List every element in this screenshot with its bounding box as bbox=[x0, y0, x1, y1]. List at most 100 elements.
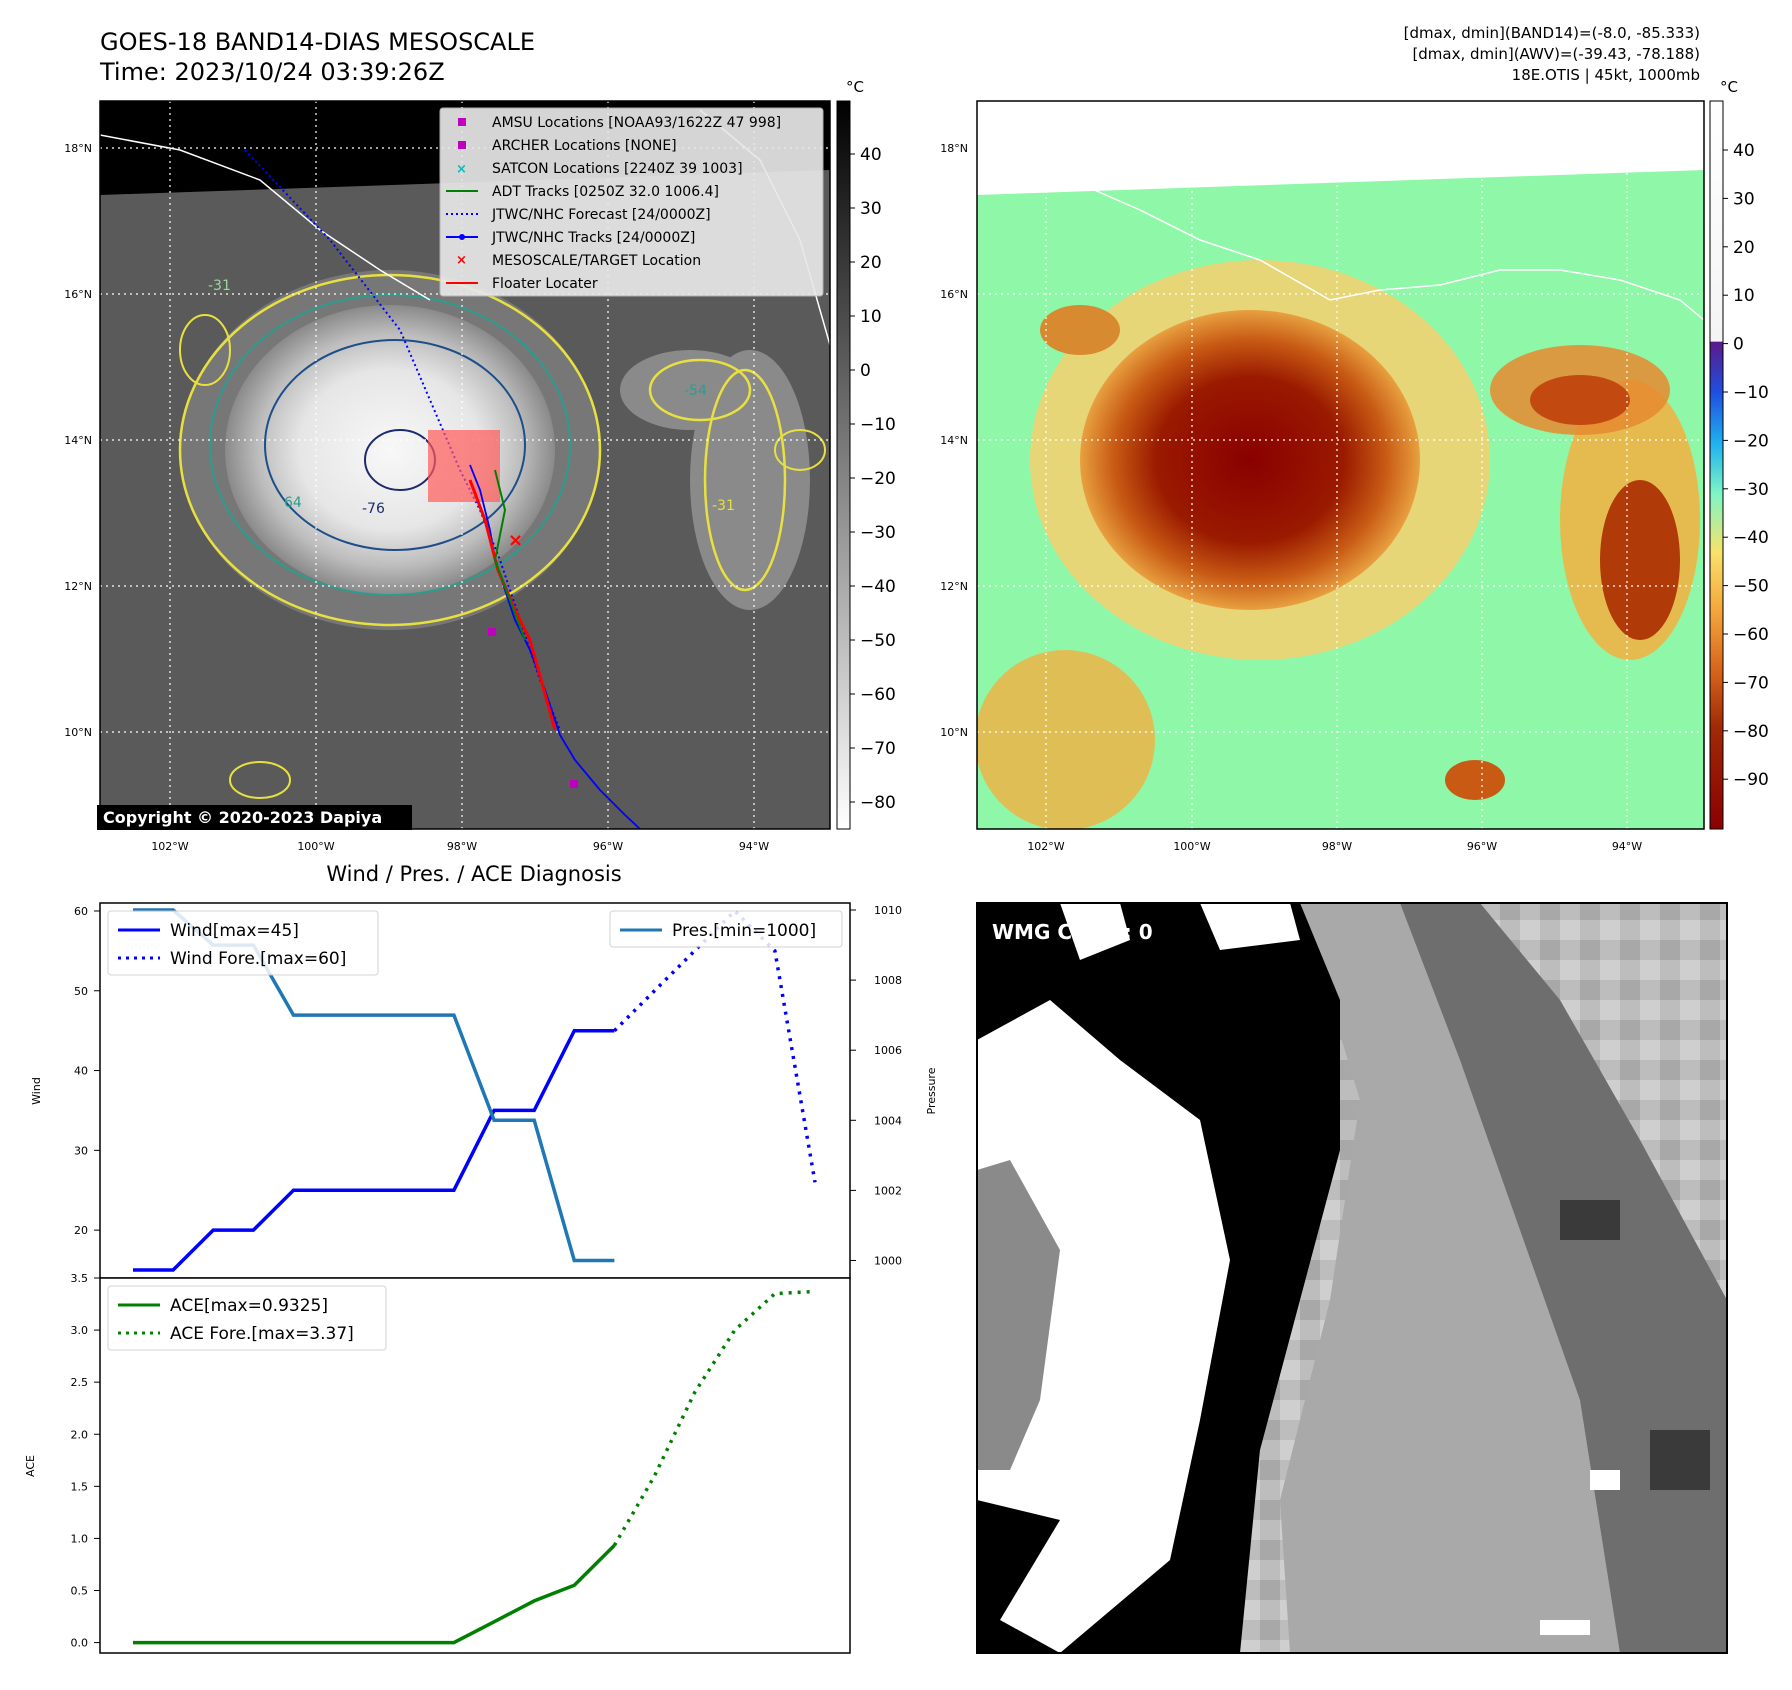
map-legend: AMSU Locations [NOAA93/1622Z 47 998] ARC… bbox=[439, 107, 824, 297]
y-tick-label: 2.5 bbox=[71, 1376, 89, 1389]
colorbar-tick-label: −20 bbox=[860, 469, 896, 489]
pressure-yticks: 1000 1002 1004 1006 1008 1010 bbox=[850, 904, 902, 1267]
info-storm: 18E.OTIS | 45kt, 1000mb bbox=[1512, 66, 1700, 84]
wmg-count-label: WMG Count: 0 bbox=[992, 920, 1153, 944]
ace-legend: ACE[max=0.9325] ACE Fore.[max=3.37] bbox=[107, 1285, 387, 1351]
legend-wind-fore: Wind Fore.[max=60] bbox=[170, 949, 346, 969]
colorbar-tick-label: 30 bbox=[1733, 189, 1755, 209]
lat-tick: 10°N bbox=[64, 726, 92, 739]
adt-track bbox=[493, 469, 526, 641]
lat-tick: 18°N bbox=[64, 142, 92, 155]
wind-ylabel: Wind bbox=[30, 1077, 43, 1105]
y-tick-label: 1006 bbox=[874, 1044, 902, 1057]
ace-yticks: 0.0 0.5 1.0 1.5 2.0 2.5 3.0 3.5 bbox=[71, 1272, 100, 1650]
lat-tick: 12°N bbox=[940, 580, 968, 593]
y-tick-label: 1.0 bbox=[71, 1532, 89, 1545]
legend-ace-fore: ACE Fore.[max=3.37] bbox=[170, 1324, 354, 1344]
colorbar-tick-label: 0 bbox=[1733, 335, 1744, 355]
legend-ace: ACE[max=0.9325] bbox=[170, 1296, 328, 1316]
wmg-frame bbox=[976, 902, 1728, 1654]
lon-tick: 94°W bbox=[1612, 840, 1642, 853]
y-tick-label: 0.0 bbox=[71, 1637, 89, 1650]
wv-frame bbox=[976, 100, 1705, 830]
gray-colorbar-unit: °C bbox=[846, 78, 864, 96]
wmg-white-region bbox=[977, 1000, 1230, 1653]
wv-axis-labels: 102°W 100°W 98°W 96°W 94°W 18°N 16°N 14°… bbox=[940, 142, 1642, 853]
colorbar-tick-label: 20 bbox=[1733, 238, 1755, 258]
ace-ylabel: ACE bbox=[24, 1455, 37, 1477]
y-tick-label: 1002 bbox=[874, 1184, 902, 1197]
lat-tick: 14°N bbox=[64, 434, 92, 447]
copyright-bg bbox=[97, 805, 412, 830]
colorbar-tick-label: −30 bbox=[860, 523, 896, 543]
y-tick-label: 1.5 bbox=[71, 1480, 89, 1493]
color-colorbar-ticks: 40 30 20 10 0 −10 −20 −30 −40 −50 −60 −70 −80 −90 bbox=[1723, 141, 1769, 790]
wv-nodata-strip bbox=[977, 101, 1704, 195]
pressure-ylabel: Pressure bbox=[925, 1067, 938, 1114]
forecast-series-line bbox=[613, 908, 817, 1183]
gray-colorbar bbox=[836, 100, 851, 830]
best-track bbox=[469, 464, 641, 829]
ace-plot bbox=[133, 1289, 816, 1645]
contour-blue bbox=[264, 339, 526, 551]
legend-floater: Floater Locater bbox=[492, 276, 598, 292]
colorbar-tick-label: 40 bbox=[860, 145, 882, 165]
forecast-track bbox=[244, 149, 561, 731]
colorbar-tick-label: −80 bbox=[1733, 722, 1769, 742]
colorbar-tick-label: −40 bbox=[1733, 528, 1769, 548]
amsu-marker bbox=[488, 628, 496, 636]
floater-box bbox=[428, 430, 500, 502]
target-marker: × bbox=[508, 530, 523, 551]
lon-tick: 100°W bbox=[1173, 840, 1210, 853]
colorbar-tick-label: −10 bbox=[860, 415, 896, 435]
lon-tick: 98°W bbox=[1322, 840, 1352, 853]
lon-tick: 100°W bbox=[297, 840, 334, 853]
legend-target: MESOSCALE/TARGET Location bbox=[492, 253, 701, 269]
legend-pres: Pres.[min=1000] bbox=[672, 921, 816, 941]
colorbar-tick-label: −60 bbox=[860, 685, 896, 705]
figure-title: GOES-18 BAND14-DIAS MESOSCALE bbox=[100, 28, 535, 56]
legend-archer: ARCHER Locations [NONE] bbox=[492, 138, 677, 154]
lon-tick: 102°W bbox=[151, 840, 188, 853]
legend-target-icon: × bbox=[456, 253, 467, 268]
legend-amsu-icon bbox=[458, 118, 466, 126]
y-tick-label: 30 bbox=[74, 1144, 88, 1157]
legend-forecast: JTWC/NHC Forecast [24/0000Z] bbox=[491, 207, 711, 223]
wv-map-panel: 102°W 100°W 98°W 96°W 94°W 18°N 16°N 14°… bbox=[940, 78, 1769, 853]
colorbar-tick-label: 20 bbox=[860, 253, 882, 273]
series-line bbox=[133, 1028, 615, 1272]
colorbar-tick-label: −20 bbox=[1733, 431, 1769, 451]
color-colorbar bbox=[1709, 100, 1724, 830]
wind-yticks: 20 30 40 50 60 bbox=[74, 905, 100, 1237]
y-tick-label: 3.0 bbox=[71, 1324, 89, 1337]
ir-frame bbox=[99, 100, 831, 830]
legend-satcon: SATCON Locations [2240Z 39 1003] bbox=[492, 161, 743, 177]
legend-adt: ADT Tracks [0250Z 32.0 1006.4] bbox=[492, 184, 719, 200]
series-line bbox=[133, 1544, 616, 1645]
y-tick-label: 50 bbox=[74, 985, 88, 998]
legend-amsu: AMSU Locations [NOAA93/1622Z 47 998] bbox=[492, 115, 781, 131]
contour-yellow bbox=[178, 273, 602, 627]
legend-track: JTWC/NHC Tracks [24/0000Z] bbox=[491, 230, 695, 246]
wind-legend: Wind[max=45] Wind Fore.[max=60] bbox=[107, 910, 379, 976]
lat-tick: 18°N bbox=[940, 142, 968, 155]
contour-label: -76 bbox=[362, 501, 385, 517]
pressure-legend: Pres.[min=1000] bbox=[609, 910, 843, 948]
lat-tick: 16°N bbox=[940, 288, 968, 301]
colorbar-tick-label: −90 bbox=[1733, 770, 1769, 790]
forecast-series-line bbox=[612, 1289, 816, 1547]
colorbar-tick-label: −50 bbox=[860, 631, 896, 651]
coastline bbox=[977, 149, 1704, 321]
colorbar-tick-label: −70 bbox=[860, 739, 896, 759]
y-tick-label: 0.5 bbox=[71, 1585, 89, 1598]
colorbar-tick-label: −40 bbox=[860, 577, 896, 597]
color-colorbar-unit: °C bbox=[1720, 78, 1738, 96]
colorbar-tick-label: 0 bbox=[860, 361, 871, 381]
legend-satcon-icon: × bbox=[456, 162, 467, 177]
wind-plot bbox=[133, 908, 817, 1272]
lon-tick: 96°W bbox=[1467, 840, 1497, 853]
copyright-text: Copyright © 2020-2023 Dapiya bbox=[103, 808, 382, 827]
gray-colorbar-ticks: 40 30 20 10 0 −10 −20 −30 −40 −50 −60 −70 −80 bbox=[850, 145, 896, 813]
lon-tick: 94°W bbox=[739, 840, 769, 853]
y-tick-label: 1008 bbox=[874, 974, 902, 987]
